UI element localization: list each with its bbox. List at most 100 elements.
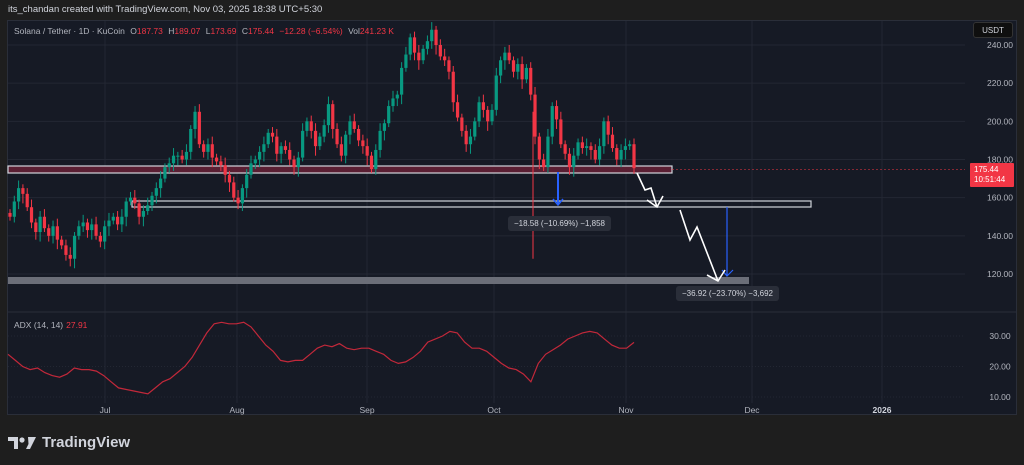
price-axis-label: 120.00	[987, 269, 1013, 279]
candle-body	[184, 151, 189, 160]
candle-body	[585, 146, 589, 149]
candle-body	[214, 157, 219, 162]
tradingview-logo-text: TradingView	[42, 434, 131, 451]
support-zone	[131, 200, 812, 208]
candle-body	[430, 29, 434, 42]
time-axis-label: 2026	[873, 405, 892, 415]
change-value: −12.28 (−6.54%)	[279, 26, 343, 36]
candle-body	[245, 174, 249, 189]
last-price-tag: 175.44 10:51:44	[970, 163, 1014, 187]
candle-body	[339, 144, 343, 156]
candle-body	[412, 37, 417, 53]
candle-body	[210, 144, 214, 158]
candle-body	[524, 67, 529, 80]
close-label: C	[241, 26, 249, 36]
candle-body	[167, 163, 171, 168]
candle-body	[38, 216, 42, 233]
candle-body	[64, 245, 68, 255]
vol-value: 241.23 K	[359, 26, 394, 36]
candle-body	[477, 102, 481, 122]
candle-body	[580, 142, 584, 149]
candle-body	[223, 165, 227, 175]
tradingview-logo-icon	[8, 436, 36, 449]
candle-body	[356, 128, 361, 141]
low-value: 173.69	[210, 26, 237, 36]
chart-credit: its_chandan created with TradingView.com…	[8, 4, 323, 15]
candle-body	[348, 121, 352, 135]
open-value: 187.73	[136, 26, 163, 36]
candle-body	[29, 207, 34, 223]
adx-axis-label: 30.00	[989, 331, 1011, 341]
candle-body	[98, 235, 102, 242]
candle-body	[288, 149, 292, 160]
candle-body	[279, 146, 283, 154]
adx-axis-label: 10.00	[989, 392, 1011, 402]
candle-body	[542, 159, 546, 168]
candle-body	[378, 130, 382, 150]
candle-body	[301, 130, 305, 158]
candle-body	[146, 205, 150, 212]
candle-body	[623, 146, 627, 150]
candle-body	[451, 71, 455, 103]
currency-button[interactable]: USDT	[973, 22, 1013, 38]
candle-body	[408, 37, 412, 55]
candle-body	[563, 144, 567, 154]
candle-body	[111, 216, 115, 221]
candle-body	[55, 226, 59, 240]
candle-body	[262, 144, 266, 152]
time-axis-label: Oct	[487, 405, 501, 415]
symbol-legend: Solana / Tether · 1D · KuCoin O187.73 H1…	[14, 26, 394, 36]
last-price: 175.44	[974, 165, 999, 174]
candle-body	[171, 155, 176, 164]
candle-body	[81, 222, 85, 227]
candle-body	[628, 144, 632, 147]
vol-label: Vol	[348, 26, 360, 36]
candle-body	[615, 148, 619, 160]
symbol-name: Solana / Tether · 1D · KuCoin	[14, 26, 125, 36]
candle-body	[258, 151, 262, 160]
candle-body	[292, 159, 296, 168]
candle-body	[249, 163, 253, 175]
bar-countdown: 10:51:44	[974, 175, 1006, 184]
candle-body	[602, 121, 606, 147]
time-axis-label: Jul	[100, 405, 111, 415]
candle-body	[597, 146, 602, 160]
candle-body	[404, 54, 408, 68]
candle-body	[176, 155, 180, 157]
candle-body	[503, 52, 507, 61]
candle-body	[387, 106, 391, 124]
candle-body	[193, 111, 197, 129]
candle-body	[296, 157, 300, 168]
price-axis-label: 200.00	[987, 116, 1013, 126]
candle-body	[421, 48, 425, 61]
projection-arrowhead-2	[706, 269, 726, 283]
candle-body	[559, 119, 563, 145]
candle-body	[632, 144, 636, 169]
price-axis-label: 140.00	[987, 231, 1013, 241]
candle-body	[481, 102, 485, 110]
candle-body	[236, 197, 240, 204]
candle-body	[266, 132, 270, 145]
candle-body	[197, 111, 201, 145]
candle-body	[202, 144, 206, 152]
adx-line	[7, 321, 635, 395]
candle-body	[21, 188, 25, 194]
candle-body	[572, 155, 576, 168]
candle-body	[417, 52, 421, 61]
candle-body	[240, 188, 244, 204]
projection-arrow-1	[636, 172, 658, 208]
candle-body	[17, 188, 21, 202]
candle-body	[589, 146, 593, 150]
projection-arrowhead-1	[646, 195, 664, 209]
candle-body	[150, 195, 154, 206]
candle-body	[498, 60, 503, 76]
candle-body	[529, 67, 533, 95]
projection-arrow-2	[679, 209, 719, 282]
candle-body	[189, 128, 193, 152]
adx-label: ADX (14, 14)	[14, 320, 64, 330]
candle-body	[90, 224, 94, 231]
candle-body	[72, 235, 77, 259]
candle-body	[34, 222, 38, 233]
candle-body	[438, 45, 442, 57]
